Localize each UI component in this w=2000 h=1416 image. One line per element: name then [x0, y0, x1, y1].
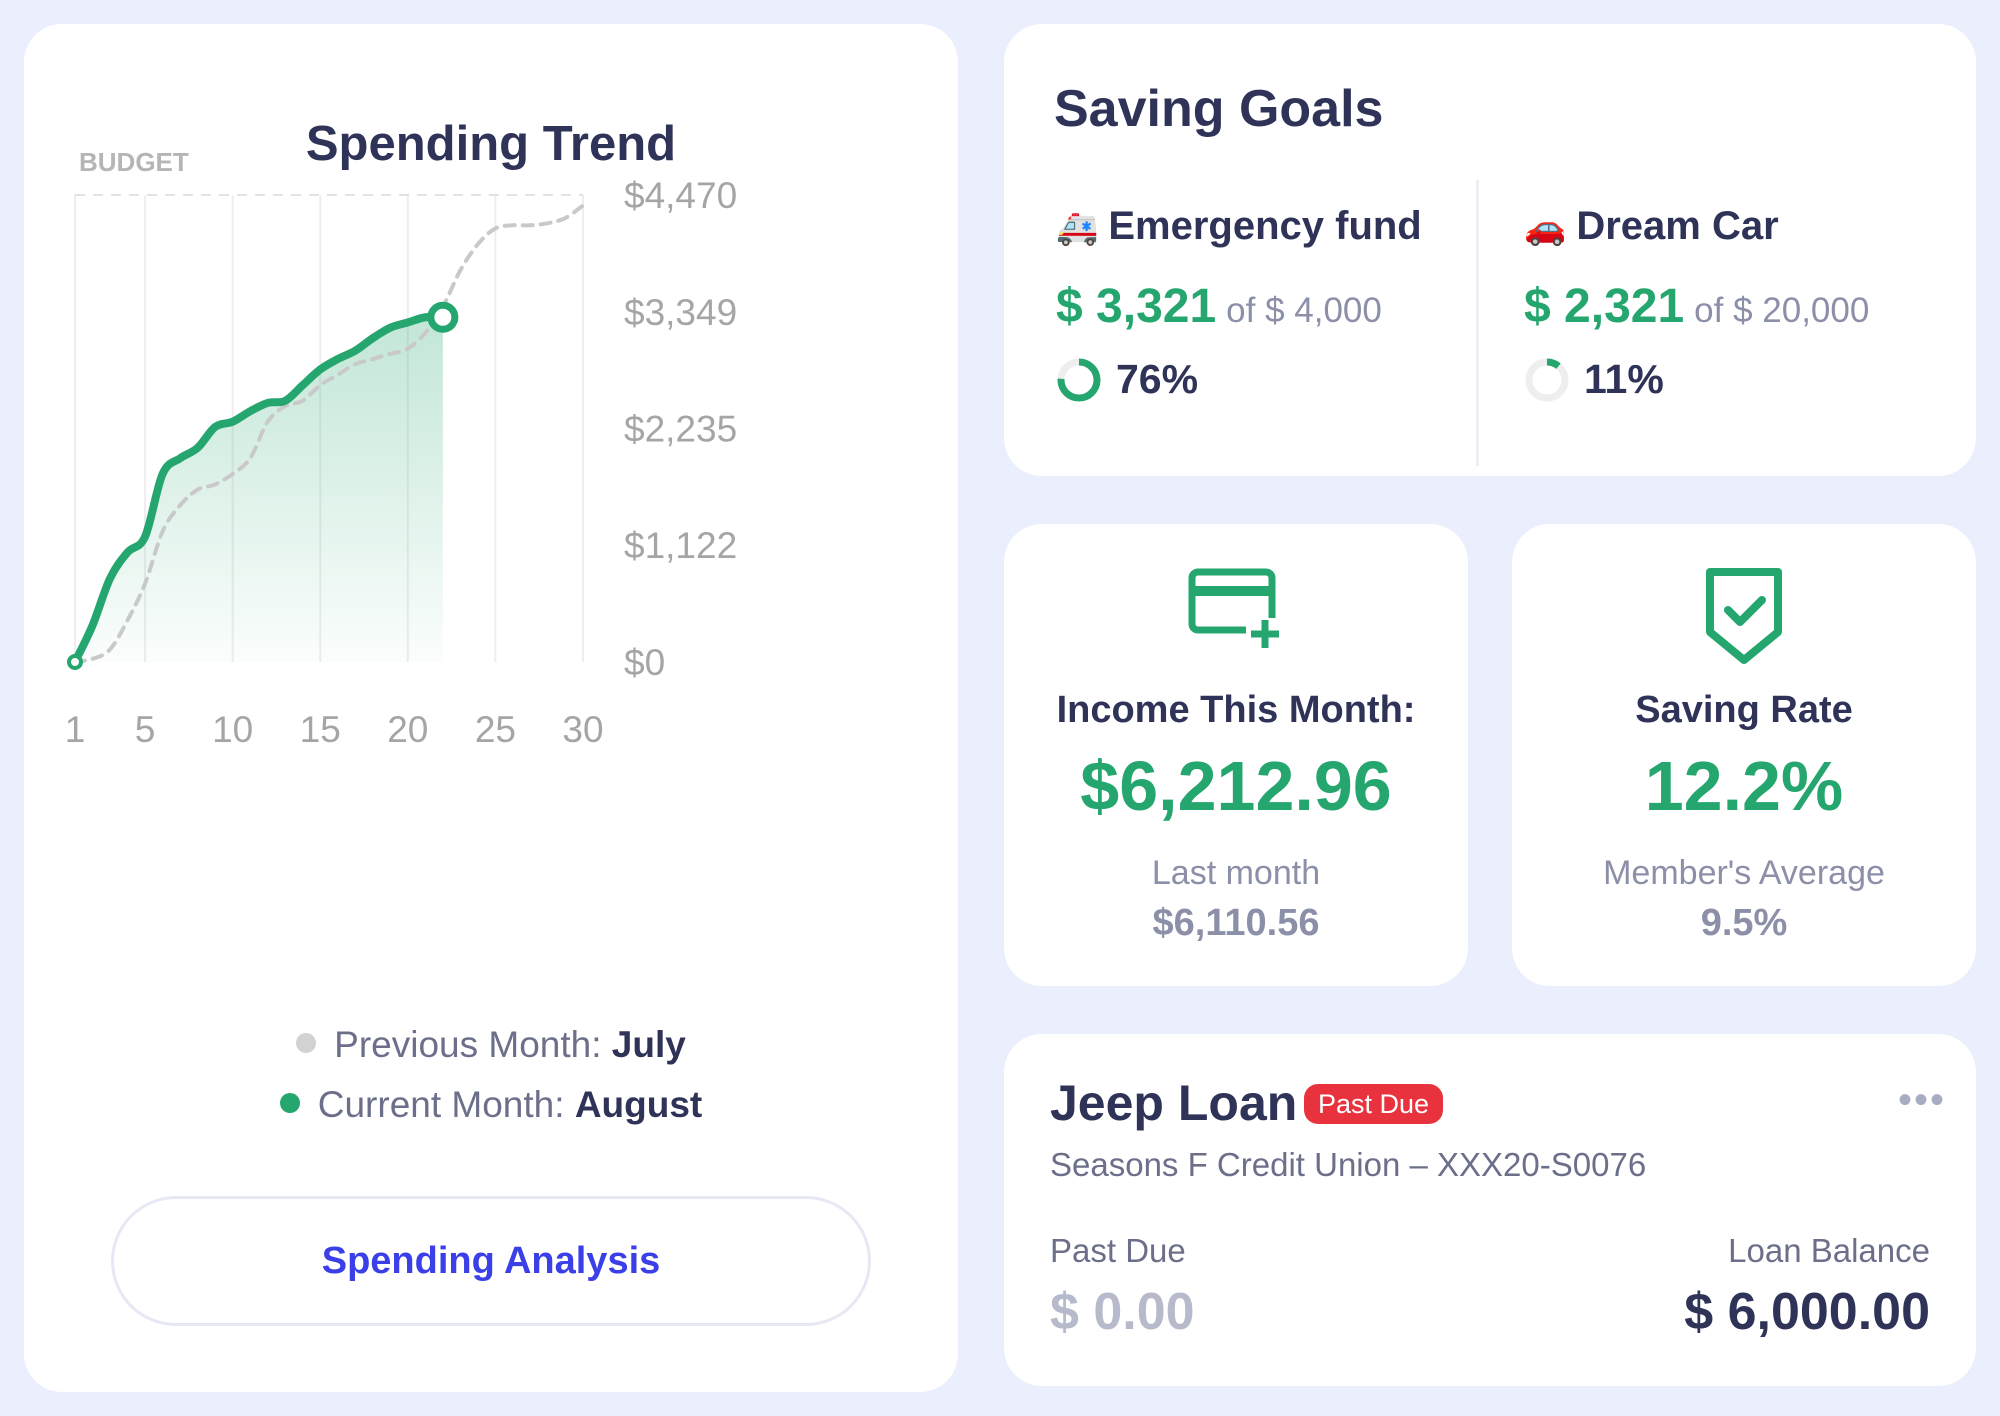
goal-amount: $ 3,321 [1056, 280, 1217, 333]
goal-ring-track [1525, 358, 1569, 401]
y-tick-label: $1,122 [624, 525, 737, 566]
y-tick-label: $3,349 [624, 292, 737, 333]
x-tick-label: 15 [300, 709, 341, 750]
legend-current-label: Current Month: [317, 1084, 565, 1125]
loan-title: Jeep Loan [1050, 1075, 1298, 1131]
goal-ring-fill [1525, 358, 1569, 401]
legend-current-value: August [574, 1084, 703, 1125]
current-month-end-point [427, 301, 459, 333]
budget-label: BUDGET [79, 147, 189, 177]
goal-dream-car[interactable]: 🚗 Dream Car $ 2,321 of $ 20,000 11% [1524, 204, 1869, 403]
x-tick-label: 10 [212, 709, 253, 750]
legend-current-month: Current Month: August [24, 1084, 958, 1126]
jeep-loan-card[interactable]: Jeep Loan Past Due ••• Seasons F Credit … [1004, 1034, 1976, 1386]
loan-balance-label: Loan Balance [1728, 1232, 1930, 1269]
past-due-value: $ 0.00 [1050, 1283, 1195, 1341]
loan-subtitle: Seasons F Credit Union – XXX20-S0076 [1050, 1146, 1647, 1183]
saving-rate-value: 12.2% [1644, 747, 1844, 825]
goal-ring-fill [1057, 358, 1101, 401]
income-last-month-value: $6,110.56 [1152, 902, 1320, 944]
loan-balance-value: $ 6,000.00 [1684, 1283, 1930, 1341]
income-value: $6,212.96 [1080, 747, 1392, 825]
goal-percent: 76% [1116, 356, 1199, 402]
goal-progress-ring [1525, 358, 1569, 401]
x-tick-label: 1 [65, 709, 86, 750]
spending-trend-title: Spending Trend [305, 117, 677, 171]
goals-divider [1476, 180, 1479, 466]
y-tick-label: $2,235 [624, 409, 737, 450]
x-tick-label: 5 [135, 709, 156, 750]
credit-card-add-icon [1004, 566, 1468, 655]
saving-goals-title: Saving Goals [1054, 80, 1384, 138]
goal-target: of $ 20,000 [1694, 291, 1870, 330]
previous-month-line [73, 203, 585, 664]
goal-progress-ring [1057, 358, 1101, 401]
shield-check-icon [1512, 566, 1976, 671]
members-average-value: 9.5% [1700, 902, 1788, 944]
goal-name: Dream Car [1576, 204, 1779, 248]
spending-trend-card: Spending Trend BUDGET $0 $1,122 $2,235 $3,34… [24, 24, 958, 1392]
x-tick-label: 25 [475, 709, 516, 750]
legend-current-dot [279, 1093, 300, 1113]
more-options-icon[interactable]: ••• [1897, 1078, 1946, 1122]
x-tick-label: 20 [387, 709, 428, 750]
y-tick-label: $0 [624, 642, 665, 683]
y-tick-label: $4,470 [624, 175, 737, 216]
spending-analysis-button[interactable]: Spending Analysis [111, 1196, 871, 1326]
legend-previous-dot [296, 1033, 317, 1053]
income-label: Income This Month: [1056, 689, 1416, 731]
goal-amount: $ 2,321 [1524, 280, 1685, 333]
car-icon: 🚗 [1524, 209, 1567, 247]
past-due-label: Past Due [1050, 1232, 1186, 1269]
past-due-badge: Past Due [1304, 1084, 1444, 1124]
goal-emergency-fund[interactable]: 🚑 Emergency fund $ 3,321 of $ 4,000 76% [1056, 204, 1422, 403]
saving-rate-label: Saving Rate [1635, 689, 1853, 731]
x-tick-label: 30 [562, 709, 603, 750]
legend-previous-value: July [611, 1024, 686, 1065]
current-month-start-point [67, 654, 83, 670]
legend-previous-label: Previous Month: [334, 1024, 602, 1065]
current-month-line [71, 312, 447, 666]
saving-goals-card: Saving Goals 🚑 Emergency fund $ 3,321 of $… [1004, 24, 1976, 476]
saving-rate-card: Saving Rate 12.2% Member's Average 9.5% [1512, 524, 1976, 986]
members-average-label: Member's Average [1603, 854, 1885, 892]
ambulance-icon: 🚑 [1056, 209, 1099, 247]
goal-target: of $ 4,000 [1226, 291, 1382, 330]
current-month-area [75, 316, 443, 662]
income-last-month-label: Last month [1151, 854, 1321, 892]
legend-previous-month: Previous Month: July [24, 1024, 958, 1066]
goal-percent: 11% [1584, 356, 1664, 402]
income-card: Income This Month: $6,212.96 Last month … [1004, 524, 1468, 986]
goal-name: Emergency fund [1108, 204, 1422, 248]
